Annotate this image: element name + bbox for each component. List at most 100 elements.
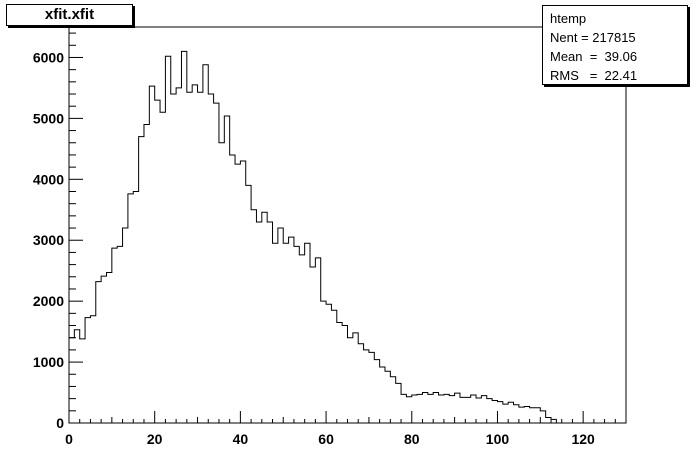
histogram-bin (342, 326, 347, 423)
histogram-bin (90, 316, 95, 423)
histogram-bin (273, 243, 278, 423)
histogram-bin (428, 394, 433, 423)
histogram-bin (321, 301, 326, 423)
histogram-bin (294, 246, 299, 423)
x-tick-label: 80 (404, 431, 420, 447)
stats-rms: RMS = 22.41 (550, 68, 638, 83)
histogram-bin (412, 395, 417, 423)
histogram-bin (444, 394, 449, 423)
histogram-bin (508, 402, 513, 423)
histogram-bin (331, 310, 336, 423)
histogram-bin (337, 322, 342, 423)
histogram-bin (497, 402, 502, 423)
histogram-bin (358, 344, 363, 423)
histogram-bin (299, 255, 304, 423)
x-tick-label: 20 (147, 431, 163, 447)
histogram-bin (390, 377, 395, 423)
histogram-bin (85, 318, 90, 423)
histogram-bin (353, 333, 358, 423)
histogram-bin (187, 92, 192, 423)
histogram-bin (262, 212, 267, 423)
histogram-bin (123, 228, 128, 423)
histogram-bin (417, 394, 422, 423)
histogram-bin (74, 330, 79, 423)
histogram-bin (267, 222, 272, 423)
histogram-bin (171, 94, 176, 423)
histogram-bin (235, 164, 240, 423)
histogram-bin (315, 258, 320, 423)
histogram-bin (69, 338, 74, 423)
histogram-bin (230, 155, 235, 423)
histogram-bins (69, 51, 556, 423)
y-tick-label: 1000 (33, 354, 64, 370)
histogram-bin (326, 304, 331, 423)
stats-mean: Mean = 39.06 (550, 49, 638, 64)
histogram-bin (401, 394, 406, 423)
y-tick-label: 2000 (33, 293, 64, 309)
histogram-bin (519, 407, 524, 423)
x-tick-label: 60 (318, 431, 334, 447)
histogram-bin (455, 393, 460, 423)
histogram-bin (487, 399, 492, 423)
histogram-bin (465, 397, 470, 423)
histogram-bin (503, 404, 508, 423)
histogram-bin (514, 405, 519, 423)
histogram-bin (369, 352, 374, 423)
histogram-bin (96, 282, 101, 423)
histogram-bin (219, 143, 224, 423)
histogram-bin (165, 56, 170, 423)
x-axis: 0 20 40 60 80 100 120 (65, 411, 627, 447)
histogram-bin (198, 92, 203, 423)
histogram-bin (422, 393, 427, 423)
x-tick-label: 120 (571, 431, 595, 447)
histogram-bin (155, 100, 160, 423)
x-tick-label: 100 (486, 431, 510, 447)
histogram-bin (449, 396, 454, 423)
histogram-title: xfit.xfit (6, 4, 133, 26)
histogram-bin (348, 338, 353, 423)
histogram-bin (439, 395, 444, 423)
histogram-bin (203, 65, 208, 423)
histogram-bin (524, 407, 529, 423)
histogram-bin (310, 267, 315, 423)
histogram-bin (380, 367, 385, 423)
histogram-bin (80, 339, 85, 423)
histogram-bin (492, 400, 497, 423)
histogram-bin (460, 397, 465, 423)
histogram-bin (256, 222, 261, 423)
histogram-bin (176, 88, 181, 423)
y-tick-label: 6000 (33, 49, 64, 65)
histogram-bin (540, 411, 545, 423)
stats-entries: Nent = 217815 (550, 30, 636, 45)
x-tick-label: 0 (65, 431, 73, 447)
histogram-bin (106, 273, 111, 423)
histogram-bin (385, 371, 390, 423)
histogram-bin (364, 350, 369, 423)
histogram-bin (546, 418, 551, 423)
histogram-bin (240, 161, 245, 423)
histogram-outline (68, 50, 557, 423)
y-axis: 0 1000 2000 3000 4000 5000 6000 (33, 32, 83, 431)
histogram-bin (406, 397, 411, 423)
histogram-bin (149, 86, 154, 423)
histogram-bin (481, 396, 486, 423)
histogram-bin (396, 383, 401, 423)
histogram-bin (551, 419, 556, 423)
x-tick-label: 40 (233, 431, 249, 447)
histogram-bin (208, 94, 213, 423)
histogram-bin (160, 112, 165, 423)
histogram-bin (251, 210, 256, 423)
histogram-bin (101, 276, 106, 423)
histogram-bin (214, 103, 219, 423)
histogram-bin (471, 395, 476, 423)
histogram-bin (112, 248, 117, 423)
stats-box: htemp Nent = 217815 Mean = 39.06 RMS = 2… (542, 5, 688, 85)
histogram-bin (374, 360, 379, 423)
histogram-bin (289, 237, 294, 423)
histogram-bin (530, 408, 535, 423)
y-tick-label: 3000 (33, 232, 64, 248)
histogram-bin (283, 243, 288, 423)
histogram-bin (224, 116, 229, 423)
stats-name: htemp (550, 11, 587, 26)
